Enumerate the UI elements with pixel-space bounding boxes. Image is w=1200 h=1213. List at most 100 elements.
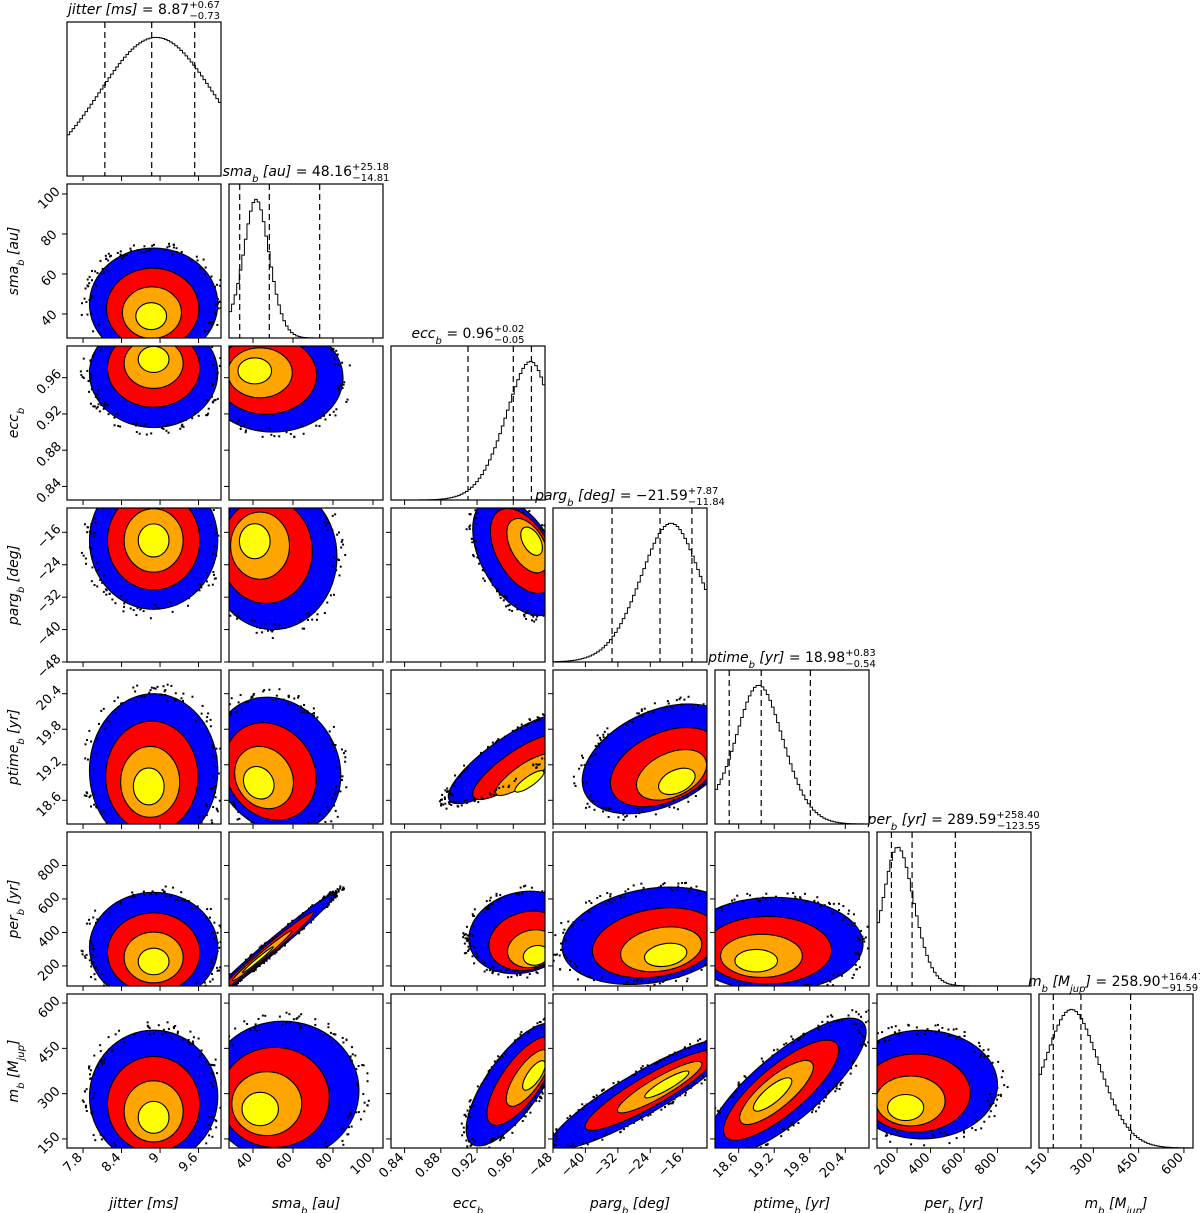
contour-inner [137, 346, 170, 373]
x-tick-label: −24 [623, 1150, 653, 1180]
y-tick-label: −40 [34, 619, 64, 649]
contour-inner [132, 767, 165, 806]
x-tick-label: −48 [526, 1150, 556, 1180]
panel-frame [228, 831, 384, 987]
x-tick-label: 9.6 [176, 1150, 201, 1175]
hist-title-m: mb [Mjup] = 258.90+164.47 −91.59 [1028, 972, 1200, 995]
y-tick-label: 400 [35, 923, 63, 951]
y-tick-label: 19.2 [34, 754, 65, 785]
y-tick-label: 100 [35, 185, 63, 213]
density-panel-per-vs-parg [548, 831, 708, 991]
scatter-points [229, 885, 346, 986]
x-tick-label: 100 [348, 1150, 376, 1178]
contour-inner [887, 1093, 925, 1122]
density-panel-m-vs-parg [548, 993, 708, 1153]
y-tick-label: 19.8 [34, 718, 65, 749]
x-tick-label: 0.96 [485, 1150, 516, 1181]
contour-inner [241, 946, 274, 974]
y-tick-label: 20.4 [34, 683, 65, 714]
x-tick-label: 0.92 [449, 1150, 480, 1181]
density-panel-m-vs-ecc [386, 993, 546, 1153]
scatter-points [460, 1017, 545, 1148]
panel-frame [1038, 993, 1194, 1149]
histogram-line [1039, 1008, 1193, 1149]
panel-frame [390, 669, 546, 825]
contour-inner [242, 765, 275, 800]
contour-inner [522, 944, 545, 966]
contour-inner [137, 1100, 170, 1134]
hist-panel-sma: smab [au] = 48.16+25.18 −14.81 [223, 162, 389, 343]
contour-inner [734, 948, 779, 973]
hist-title-ecc: eccb = 0.96+0.02 −0.05 [412, 324, 525, 347]
contour-inner [644, 1070, 690, 1099]
contour-inner [520, 526, 543, 556]
x-tick-label: 19.2 [746, 1150, 777, 1181]
density-panel-ptime-vs-parg [548, 669, 708, 829]
density-panel-parg-vs-sma [224, 507, 384, 667]
panel-frame [228, 507, 384, 663]
hist-title-ptime: ptimeb [yr] = 18.98+0.83 −0.54 [707, 648, 876, 671]
y-axis-label: perb [yr] [6, 879, 27, 939]
contour-inner [237, 357, 273, 385]
histogram-line [67, 36, 221, 136]
x-axis-label: pargb [deg] [589, 1196, 670, 1213]
histogram-line [715, 684, 869, 825]
panel-frame [552, 993, 708, 1149]
panel-frame [714, 831, 870, 987]
y-tick-label: 0.92 [34, 403, 65, 434]
scatter-points [553, 1038, 707, 1148]
x-tick-label: 8.4 [99, 1150, 124, 1175]
scatter-points [230, 346, 351, 438]
panel-frame [66, 345, 222, 501]
panel-frame [66, 993, 222, 1149]
y-tick-label: 450 [35, 1039, 63, 1067]
x-tick-label: 18.6 [710, 1150, 741, 1181]
hist-panel-parg: pargb [deg] = −21.59+7.87 −11.84 [534, 486, 725, 667]
contour-inner [522, 1060, 545, 1091]
contour-inner [514, 770, 545, 793]
y-tick-label: 150 [35, 1129, 63, 1157]
y-axis-label: mb [Mjup] [6, 1040, 27, 1103]
density-panel-m-vs-ptime [710, 993, 870, 1153]
y-tick-label: −32 [34, 587, 64, 617]
x-axis-label: jitter [ms] [107, 1196, 178, 1212]
scatter-points [83, 683, 221, 824]
y-tick-label: 600 [35, 889, 63, 917]
scatter-points [80, 242, 221, 333]
x-tick-label: 450 [1113, 1150, 1141, 1178]
panel-frame [228, 993, 384, 1149]
x-tick-label: 0.88 [413, 1150, 444, 1181]
x-tick-label: −16 [656, 1150, 686, 1180]
contour-inner [241, 1091, 279, 1127]
panel-frame [66, 831, 222, 987]
contour-inner [752, 1077, 793, 1112]
contour-inner [137, 947, 170, 976]
scatter-points [716, 891, 869, 986]
density-panel-per-vs-ptime [710, 831, 870, 991]
density-panel-m-vs-sma [224, 993, 384, 1153]
hist-title-per: perb [yr] = 289.59+258.40 −123.55 [867, 810, 1041, 833]
y-axis-label: smab [au] [6, 227, 27, 296]
panel-frame [228, 345, 384, 501]
histogram-line [553, 522, 707, 663]
density-panel-ptime-vs-ecc [386, 669, 546, 829]
density-panel-sma-vs-jitter [62, 183, 222, 343]
y-axis-label: pargb [deg] [6, 545, 27, 626]
scatter-points [229, 1011, 370, 1148]
y-tick-label: 200 [35, 956, 63, 984]
scatter-points [572, 695, 705, 821]
contour-inner [658, 767, 696, 796]
density-panel-ecc-vs-sma [224, 345, 384, 505]
density-panel-parg-vs-ecc [386, 507, 546, 667]
scatter-points [79, 346, 221, 436]
x-tick-label: 40 [234, 1150, 256, 1172]
hist-panel-per: perb [yr] = 289.59+258.40 −123.55 [867, 810, 1041, 991]
hist-panel-jitter: jitter [ms] = 8.87+0.67 −0.73 [66, 0, 222, 181]
y-tick-label: 0.88 [34, 439, 65, 470]
scatter-points [438, 713, 545, 810]
y-tick-label: 18.6 [34, 789, 65, 820]
x-tick-label: 0.84 [376, 1150, 407, 1181]
x-tick-label: 600 [1159, 1150, 1187, 1178]
panel-frame [390, 831, 546, 987]
